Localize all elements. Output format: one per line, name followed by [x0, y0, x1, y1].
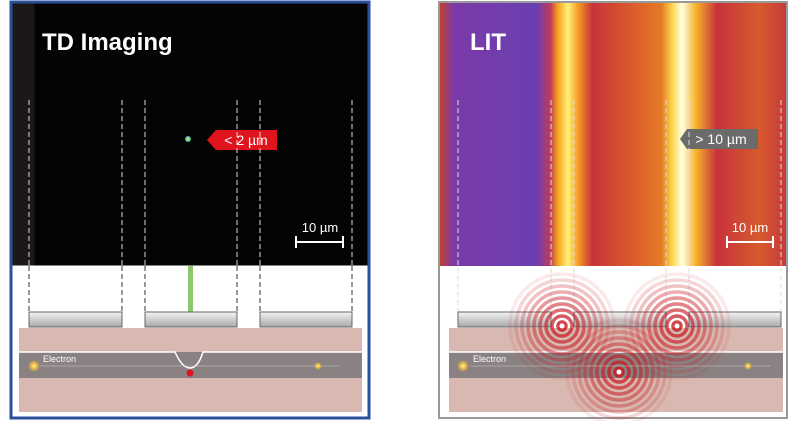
panel-title: LIT: [470, 29, 506, 56]
defect: [187, 370, 194, 377]
hot-spot-core: [187, 138, 190, 141]
wave-center: [617, 370, 622, 375]
plate: [29, 312, 122, 327]
electron-spark: [314, 362, 322, 370]
panel-title: TD Imaging: [42, 29, 173, 56]
particle-label: Electron: [473, 354, 506, 364]
electron-spark: [744, 362, 752, 370]
heat-beam: [188, 266, 193, 312]
lit-panel: LIT > 10 µm 10 µm Electron: [439, 2, 787, 421]
td-panel: < 2 µm TD Imaging 10 µm Electron: [11, 2, 369, 418]
electron-spark: [28, 360, 40, 372]
plate: [260, 312, 352, 327]
plate: [145, 312, 237, 327]
electron-spark: [457, 360, 469, 372]
particle-label: Electron: [43, 354, 76, 364]
wave-center: [675, 324, 680, 329]
scale-label: 10 µm: [302, 220, 338, 235]
figure: < 2 µm TD Imaging 10 µm Electron LIT > 1…: [0, 0, 789, 421]
annotation: > 10 µm: [695, 131, 746, 147]
annotation: < 2 µm: [224, 132, 267, 148]
image-edge: [13, 4, 35, 266]
scale-label: 10 µm: [732, 220, 768, 235]
wave-center: [560, 324, 565, 329]
